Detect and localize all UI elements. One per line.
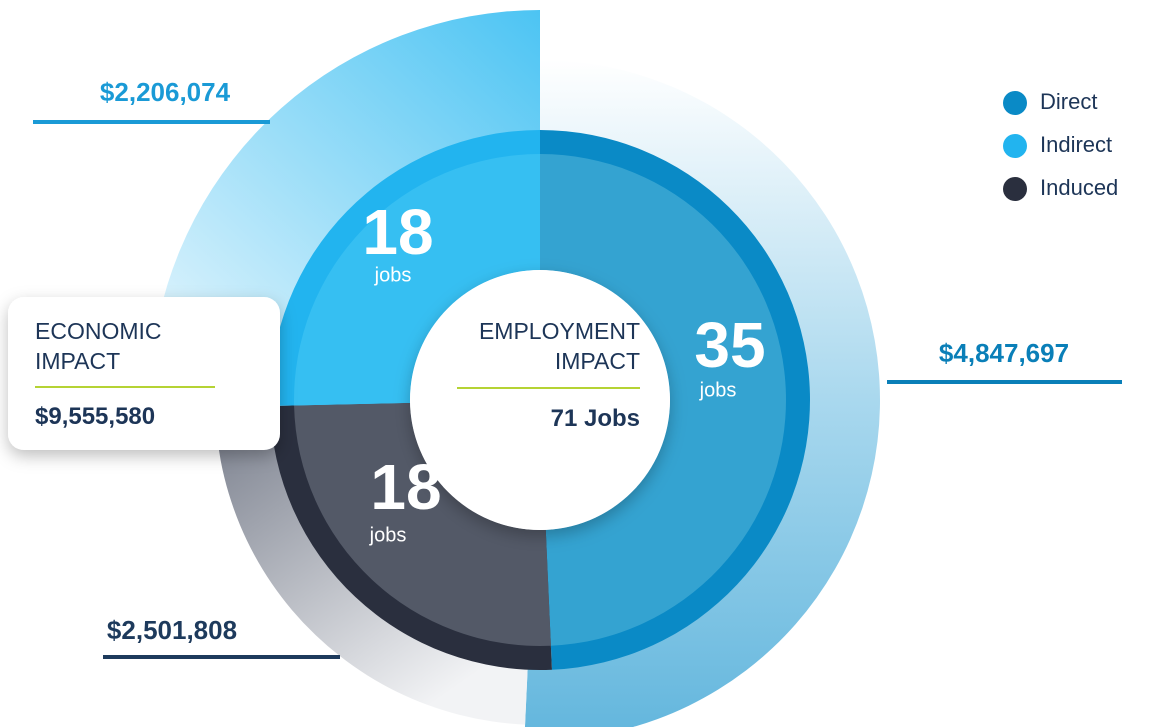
economic-label: $2,206,074 — [100, 77, 231, 107]
economic-arc — [152, 10, 540, 368]
jobs-value: 35 — [694, 309, 765, 381]
jobs-unit: jobs — [699, 379, 737, 401]
economic-box — [8, 297, 280, 450]
employment-title: EMPLOYMENT IMPACT — [478, 318, 640, 374]
jobs-unit: jobs — [369, 524, 407, 546]
jobs-arc-inner — [294, 154, 540, 406]
economic-title: ECONOMIC IMPACT — [35, 318, 162, 374]
jobs-unit: jobs — [374, 264, 412, 286]
legend-label: Indirect — [1040, 132, 1112, 157]
economic-label: $2,501,808 — [107, 615, 237, 645]
legend-label: Direct — [1040, 89, 1097, 114]
jobs-arc-inner — [294, 402, 551, 646]
center-disc — [410, 270, 670, 530]
employment-total: 71 Jobs — [550, 405, 640, 432]
economic-label: $4,847,697 — [939, 338, 1069, 368]
legend-swatch — [1003, 91, 1027, 115]
jobs-value: 18 — [362, 196, 433, 268]
legend-swatch — [1003, 134, 1027, 158]
jobs-arc-inner — [540, 154, 786, 646]
economic-total: $9,555,580 — [35, 403, 156, 430]
jobs-value: 18 — [370, 451, 441, 523]
legend-swatch — [1003, 177, 1027, 201]
economic-arc — [524, 60, 880, 727]
legend-label: Induced — [1040, 175, 1118, 200]
